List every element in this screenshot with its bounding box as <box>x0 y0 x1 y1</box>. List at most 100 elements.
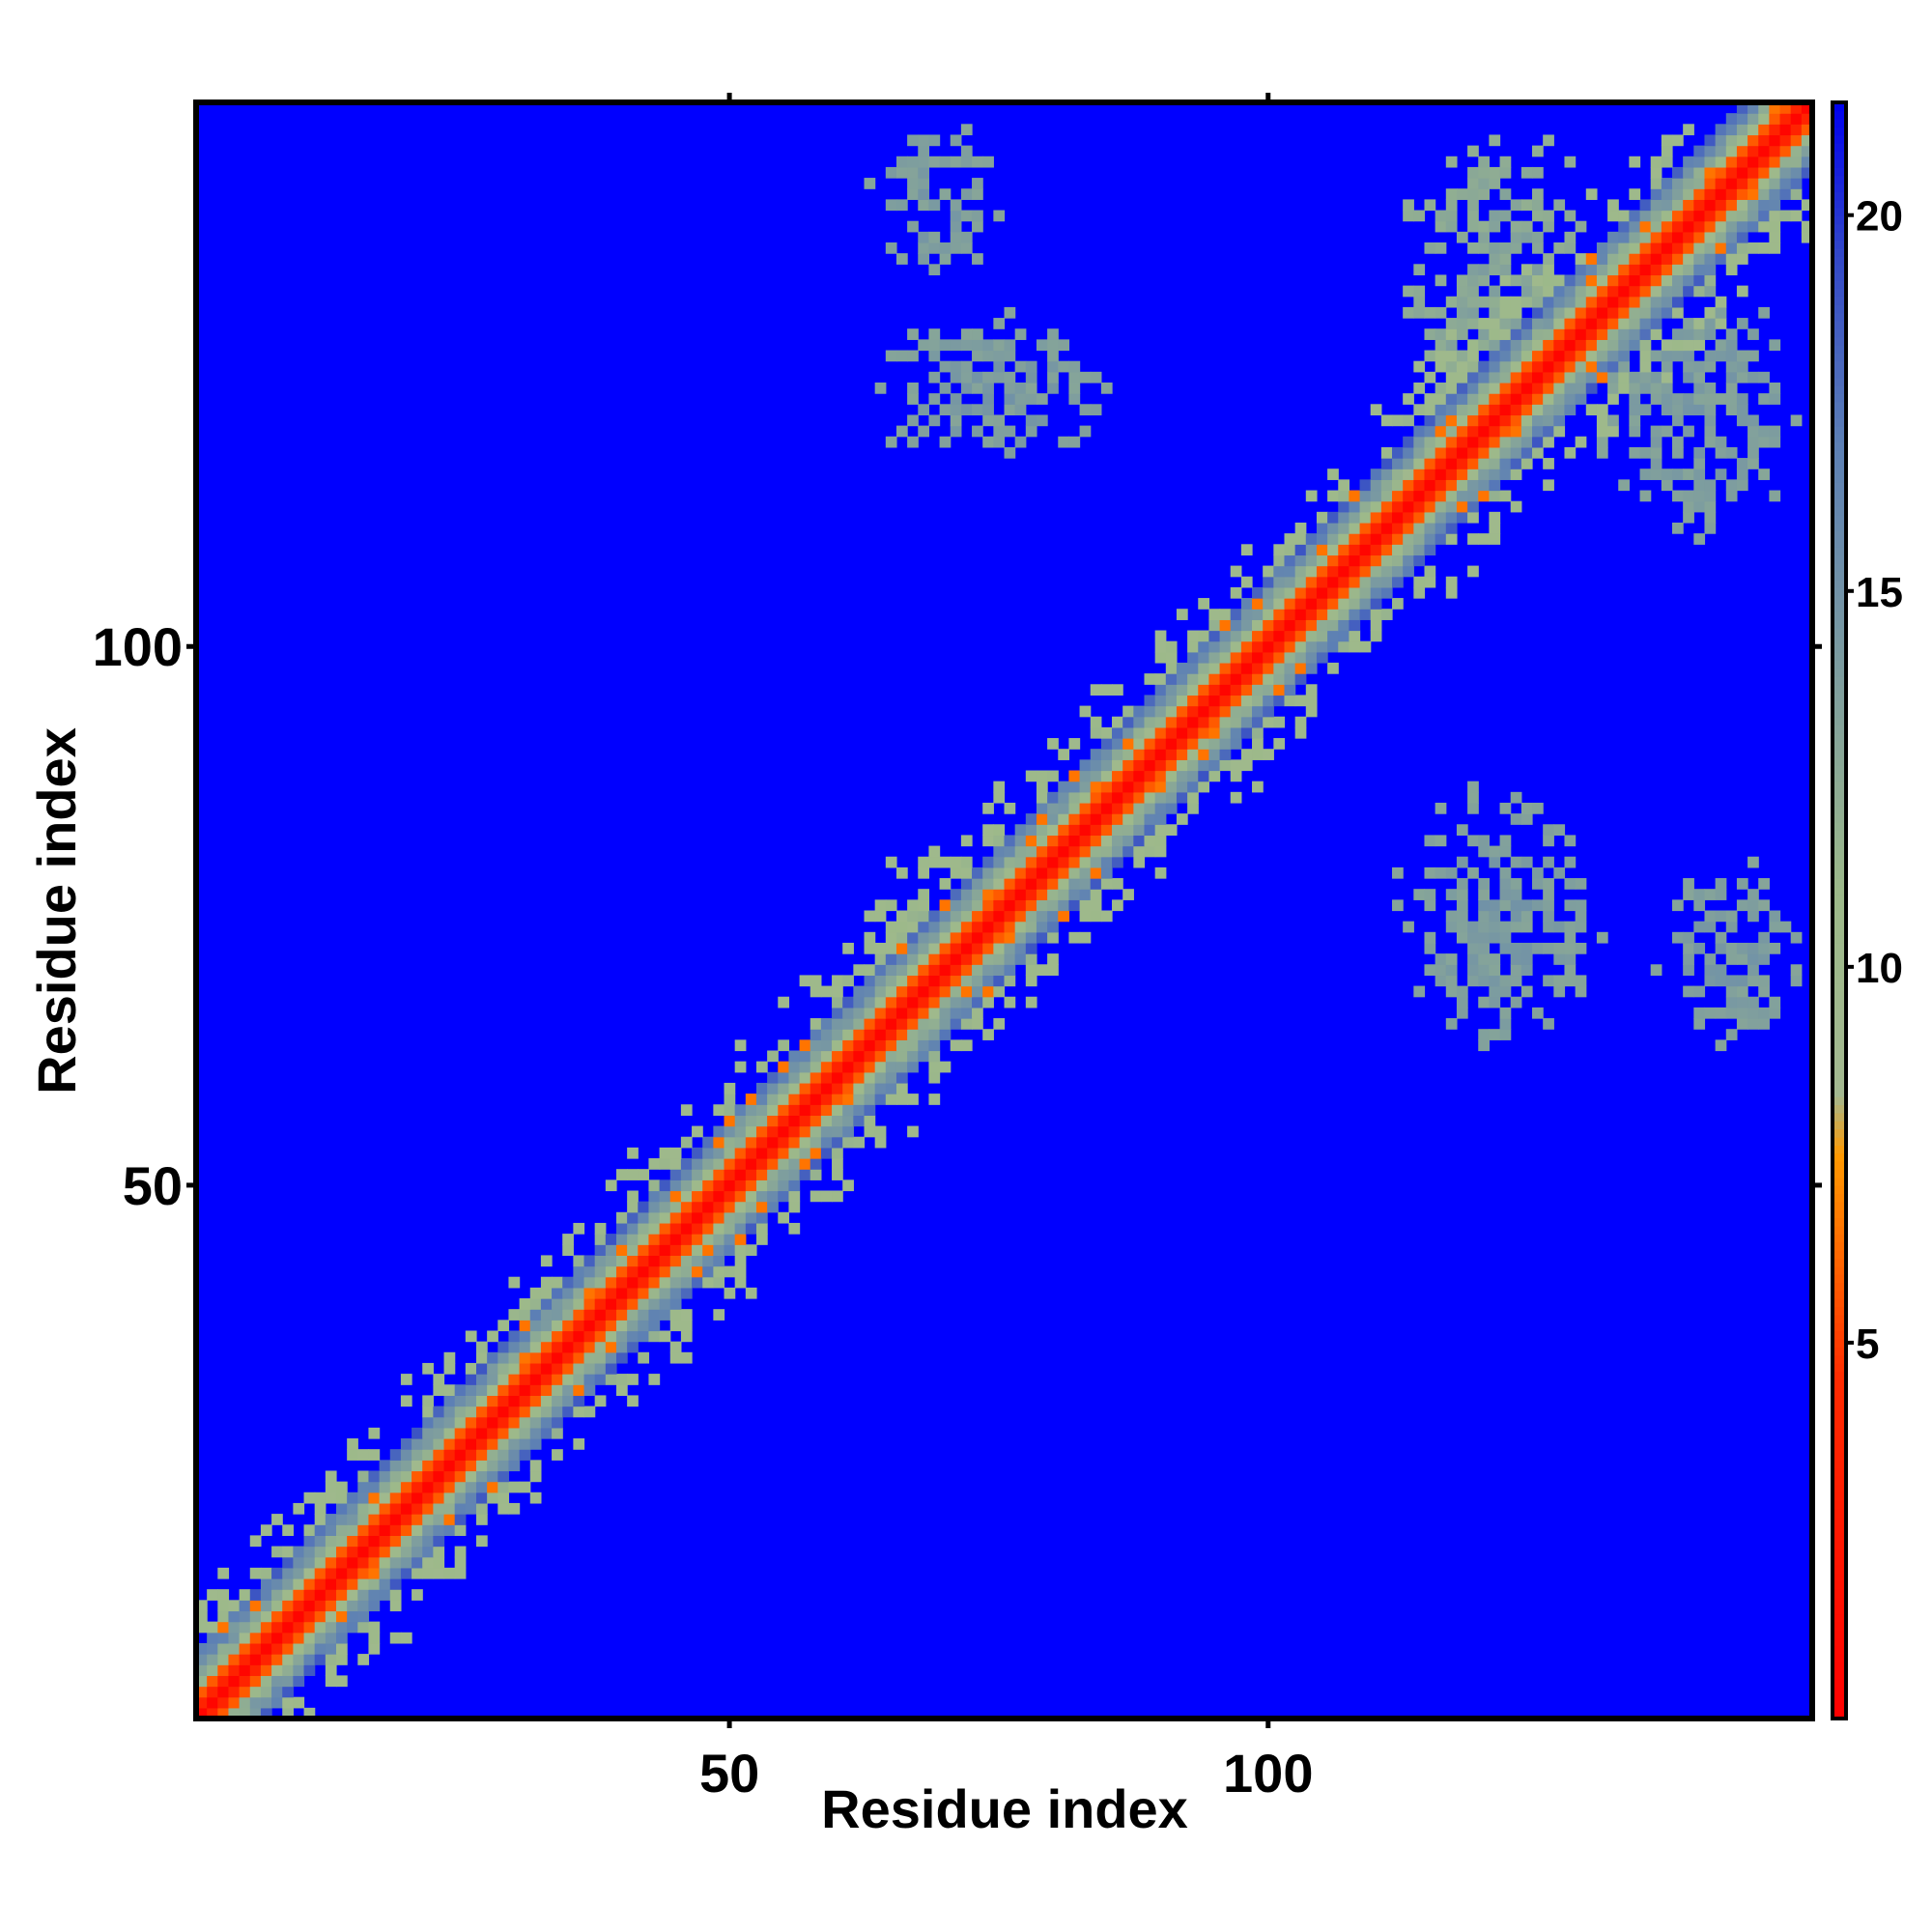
heatmap-cell <box>1489 899 1501 912</box>
heatmap-cell <box>972 371 983 384</box>
heatmap-cell <box>1176 662 1188 674</box>
heatmap-cell <box>1445 985 1458 998</box>
heatmap-cell <box>1532 899 1544 912</box>
heatmap-cell <box>778 996 790 1009</box>
heatmap-cell <box>433 1567 445 1579</box>
heatmap-cell <box>1478 533 1490 545</box>
colorbar-segment <box>1833 1039 1846 1049</box>
heatmap-cell <box>1208 726 1221 739</box>
heatmap-cell <box>1435 522 1447 534</box>
heatmap-cell <box>508 1362 521 1375</box>
heatmap-cell <box>508 1502 521 1515</box>
heatmap-cell <box>1801 199 1813 212</box>
heatmap-cell <box>573 1309 585 1321</box>
heatmap-cell <box>1025 425 1037 438</box>
heatmap-cell <box>1736 102 1748 114</box>
heatmap-cell <box>1758 436 1770 448</box>
heatmap-cell <box>1769 188 1781 200</box>
heatmap-cell <box>842 1125 854 1138</box>
heatmap-cell <box>1349 522 1361 534</box>
colorbar-segment <box>1833 1095 1846 1106</box>
heatmap-cell <box>422 1481 434 1493</box>
heatmap-cell <box>972 404 983 416</box>
heatmap-cell <box>939 942 952 954</box>
heatmap-cell <box>1769 425 1781 438</box>
heatmap-cell <box>713 1265 725 1278</box>
heatmap-cell <box>832 1018 843 1030</box>
colorbar-segment <box>1833 1152 1846 1162</box>
colorbar-segment <box>1833 869 1846 879</box>
heatmap-cell <box>1596 404 1608 416</box>
heatmap-cell <box>368 1632 381 1644</box>
heatmap-cell <box>993 942 1006 954</box>
heatmap-cell <box>1058 899 1070 912</box>
heatmap-cell <box>196 1664 208 1676</box>
heatmap-cell <box>1403 500 1414 513</box>
heatmap-cell <box>1014 393 1027 405</box>
heatmap-cell <box>1058 910 1070 923</box>
heatmap-cell <box>960 942 973 954</box>
heatmap-cell <box>1403 490 1414 502</box>
heatmap-cell <box>422 1406 434 1418</box>
heatmap-cell <box>1520 458 1533 469</box>
heatmap-cell <box>1639 264 1652 276</box>
heatmap-cell <box>239 1610 251 1623</box>
heatmap-cell <box>1424 328 1436 340</box>
heatmap-cell <box>552 1341 563 1353</box>
heatmap-cell <box>475 1395 488 1407</box>
heatmap-cell <box>692 1158 703 1170</box>
heatmap-cell <box>680 1211 693 1224</box>
heatmap-cell <box>454 1567 467 1579</box>
heatmap-cell <box>1316 640 1328 653</box>
heatmap-cell <box>1445 479 1458 492</box>
heatmap-cell <box>1683 942 1694 954</box>
heatmap-cell <box>918 156 930 168</box>
heatmap-cell <box>1489 469 1501 480</box>
heatmap-cell <box>1079 802 1092 814</box>
heatmap-cell <box>1122 781 1134 793</box>
heatmap-cell <box>347 1621 358 1634</box>
heatmap-cell <box>335 1514 348 1525</box>
heatmap-cell <box>895 975 908 987</box>
heatmap-cell <box>993 781 1006 793</box>
heatmap-cell <box>724 1082 736 1094</box>
heatmap-cell <box>1532 425 1544 438</box>
heatmap-cell <box>1176 813 1188 825</box>
colorbar-segment <box>1833 902 1846 912</box>
heatmap-cell <box>1424 490 1436 502</box>
heatmap-cell <box>939 156 952 168</box>
heatmap-cell <box>1349 511 1361 524</box>
heatmap-cell <box>1144 770 1156 782</box>
heatmap-cell <box>1025 856 1037 868</box>
heatmap-cell <box>820 1071 833 1084</box>
heatmap-cell <box>692 1169 703 1180</box>
heatmap-cell <box>1553 975 1566 987</box>
heatmap-cell <box>939 382 952 394</box>
heatmap-cell <box>1090 684 1102 696</box>
heatmap-cell <box>314 1546 327 1558</box>
heatmap-cell <box>1769 145 1781 157</box>
heatmap-cell <box>1629 339 1641 352</box>
heatmap-cell <box>1198 726 1210 739</box>
heatmap-cell <box>1263 695 1274 707</box>
heatmap-cell <box>1758 145 1770 157</box>
colorbar-segment <box>1833 1193 1846 1203</box>
heatmap-cell <box>1704 188 1717 200</box>
heatmap-cell <box>1736 178 1748 189</box>
heatmap-cell <box>1725 953 1738 965</box>
heatmap-cell <box>1575 921 1587 933</box>
heatmap-cell <box>853 1061 866 1073</box>
heatmap-cell <box>583 1255 596 1267</box>
heatmap-cell <box>1467 296 1479 308</box>
heatmap-cell <box>1747 328 1759 340</box>
heatmap-cell <box>540 1395 553 1407</box>
heatmap-cell <box>1068 889 1081 900</box>
heatmap-cell <box>1779 166 1792 179</box>
heatmap-cell <box>1025 867 1037 879</box>
heatmap-cell <box>1036 899 1048 912</box>
heatmap-cell <box>249 1621 262 1634</box>
heatmap-cell <box>1327 619 1339 632</box>
heatmap-cell <box>638 1244 650 1256</box>
heatmap-cell <box>1068 393 1081 405</box>
heatmap-cell <box>1661 425 1673 438</box>
